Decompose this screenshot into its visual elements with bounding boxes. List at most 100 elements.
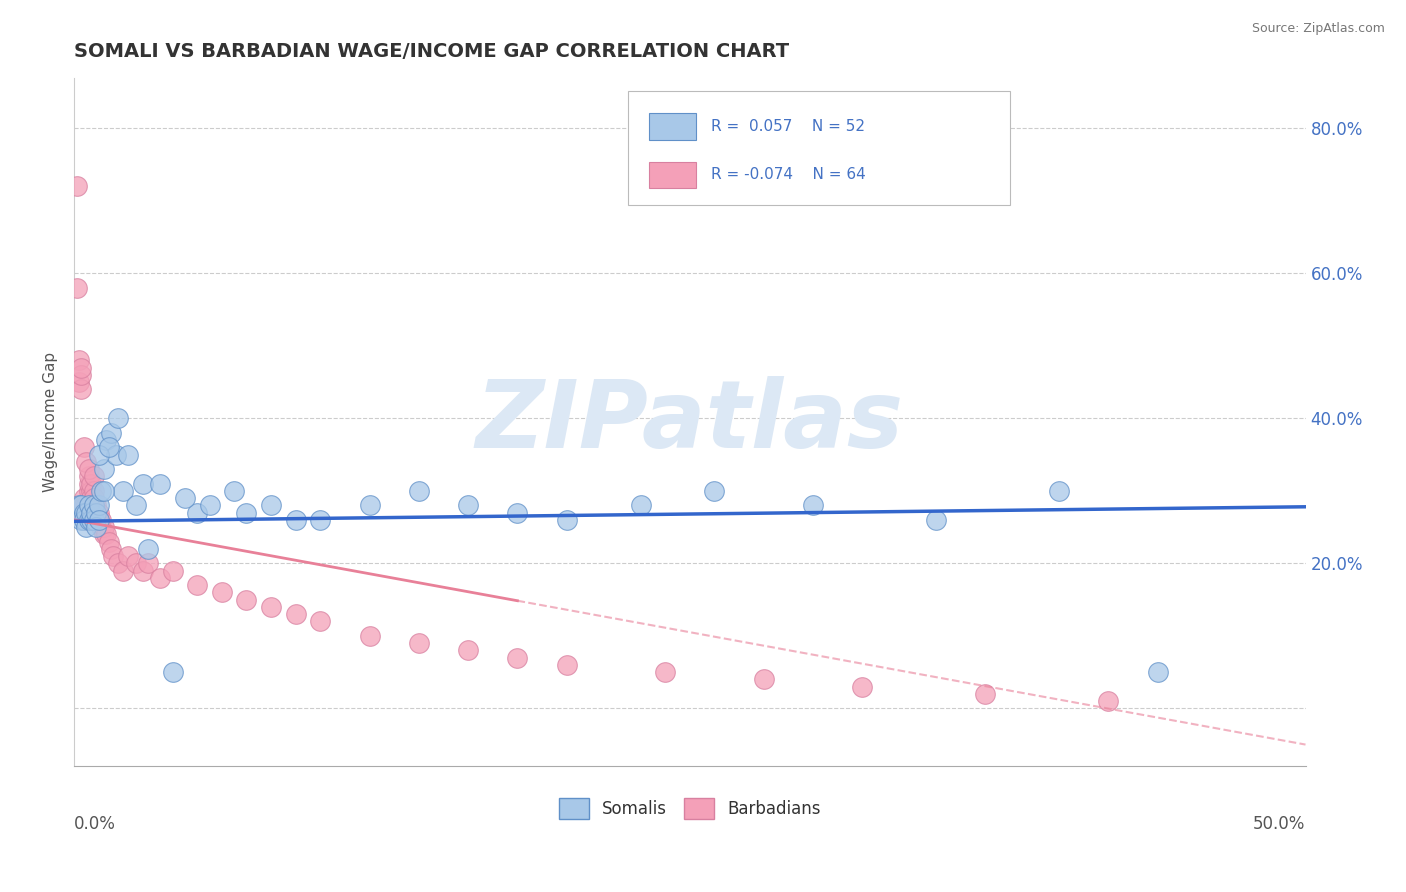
Point	[77, 499, 100, 513]
FancyBboxPatch shape	[650, 161, 696, 188]
Point	[87, 513, 110, 527]
Point	[162, 665, 184, 679]
Point	[80, 513, 103, 527]
Point	[70, 360, 93, 375]
Point	[83, 483, 105, 498]
Point	[506, 506, 529, 520]
Point	[174, 491, 197, 505]
Text: 0.0%: 0.0%	[75, 814, 115, 832]
Point	[925, 513, 948, 527]
Point	[70, 513, 93, 527]
Point	[70, 368, 93, 382]
Point	[1097, 694, 1119, 708]
Point	[284, 513, 307, 527]
Point	[555, 513, 578, 527]
Point	[124, 499, 146, 513]
Point	[83, 491, 105, 505]
Point	[136, 541, 159, 556]
Point	[75, 513, 97, 527]
Point	[75, 499, 97, 513]
Point	[408, 483, 430, 498]
Point	[93, 483, 115, 498]
Point	[1146, 665, 1168, 679]
Point	[87, 448, 110, 462]
Point	[186, 506, 208, 520]
Point	[100, 425, 122, 440]
Point	[67, 353, 90, 368]
Point	[84, 506, 107, 520]
Point	[65, 179, 87, 194]
Point	[132, 564, 155, 578]
Point	[136, 557, 159, 571]
Point	[70, 382, 93, 396]
Point	[408, 636, 430, 650]
Point	[87, 513, 110, 527]
Point	[359, 629, 381, 643]
Point	[104, 448, 127, 462]
Point	[974, 687, 997, 701]
Legend: Somalis, Barbadians: Somalis, Barbadians	[551, 789, 830, 827]
Point	[851, 680, 873, 694]
Point	[90, 513, 112, 527]
Point	[260, 499, 283, 513]
Point	[112, 564, 135, 578]
Point	[260, 599, 283, 614]
Point	[162, 564, 184, 578]
Point	[94, 433, 117, 447]
Point	[97, 440, 120, 454]
Point	[80, 491, 103, 505]
Point	[198, 499, 221, 513]
Point	[73, 506, 96, 520]
Point	[186, 578, 208, 592]
Point	[73, 491, 96, 505]
Point	[149, 476, 172, 491]
Point	[67, 499, 90, 513]
Point	[80, 506, 103, 520]
Point	[1047, 483, 1070, 498]
Point	[77, 476, 100, 491]
Point	[73, 499, 96, 513]
Point	[107, 411, 129, 425]
Y-axis label: Wage/Income Gap: Wage/Income Gap	[44, 352, 58, 492]
Point	[70, 499, 93, 513]
Point	[73, 506, 96, 520]
Text: 50.0%: 50.0%	[1253, 814, 1306, 832]
Point	[149, 571, 172, 585]
Point	[80, 476, 103, 491]
Point	[93, 520, 115, 534]
Point	[75, 520, 97, 534]
Point	[457, 643, 479, 657]
Point	[73, 440, 96, 454]
Text: Source: ZipAtlas.com: Source: ZipAtlas.com	[1251, 22, 1385, 36]
Point	[84, 506, 107, 520]
Point	[117, 549, 139, 563]
Point	[83, 499, 105, 513]
Point	[65, 281, 87, 295]
Point	[93, 527, 115, 541]
Point	[224, 483, 246, 498]
Text: ZIPatlas: ZIPatlas	[475, 376, 904, 468]
Point	[75, 506, 97, 520]
FancyBboxPatch shape	[628, 91, 1010, 205]
Point	[93, 462, 115, 476]
Text: R =  0.057    N = 52: R = 0.057 N = 52	[711, 119, 865, 134]
Point	[87, 506, 110, 520]
Point	[87, 499, 110, 513]
Point	[90, 520, 112, 534]
Point	[80, 483, 103, 498]
Point	[83, 469, 105, 483]
Point	[309, 615, 332, 629]
Point	[90, 483, 112, 498]
Point	[84, 520, 107, 534]
Point	[235, 506, 257, 520]
Point	[100, 541, 122, 556]
Point	[235, 592, 257, 607]
Point	[801, 499, 824, 513]
Point	[506, 650, 529, 665]
Point	[117, 448, 139, 462]
Point	[457, 499, 479, 513]
Point	[132, 476, 155, 491]
Point	[77, 513, 100, 527]
Point	[124, 557, 146, 571]
Point	[84, 499, 107, 513]
